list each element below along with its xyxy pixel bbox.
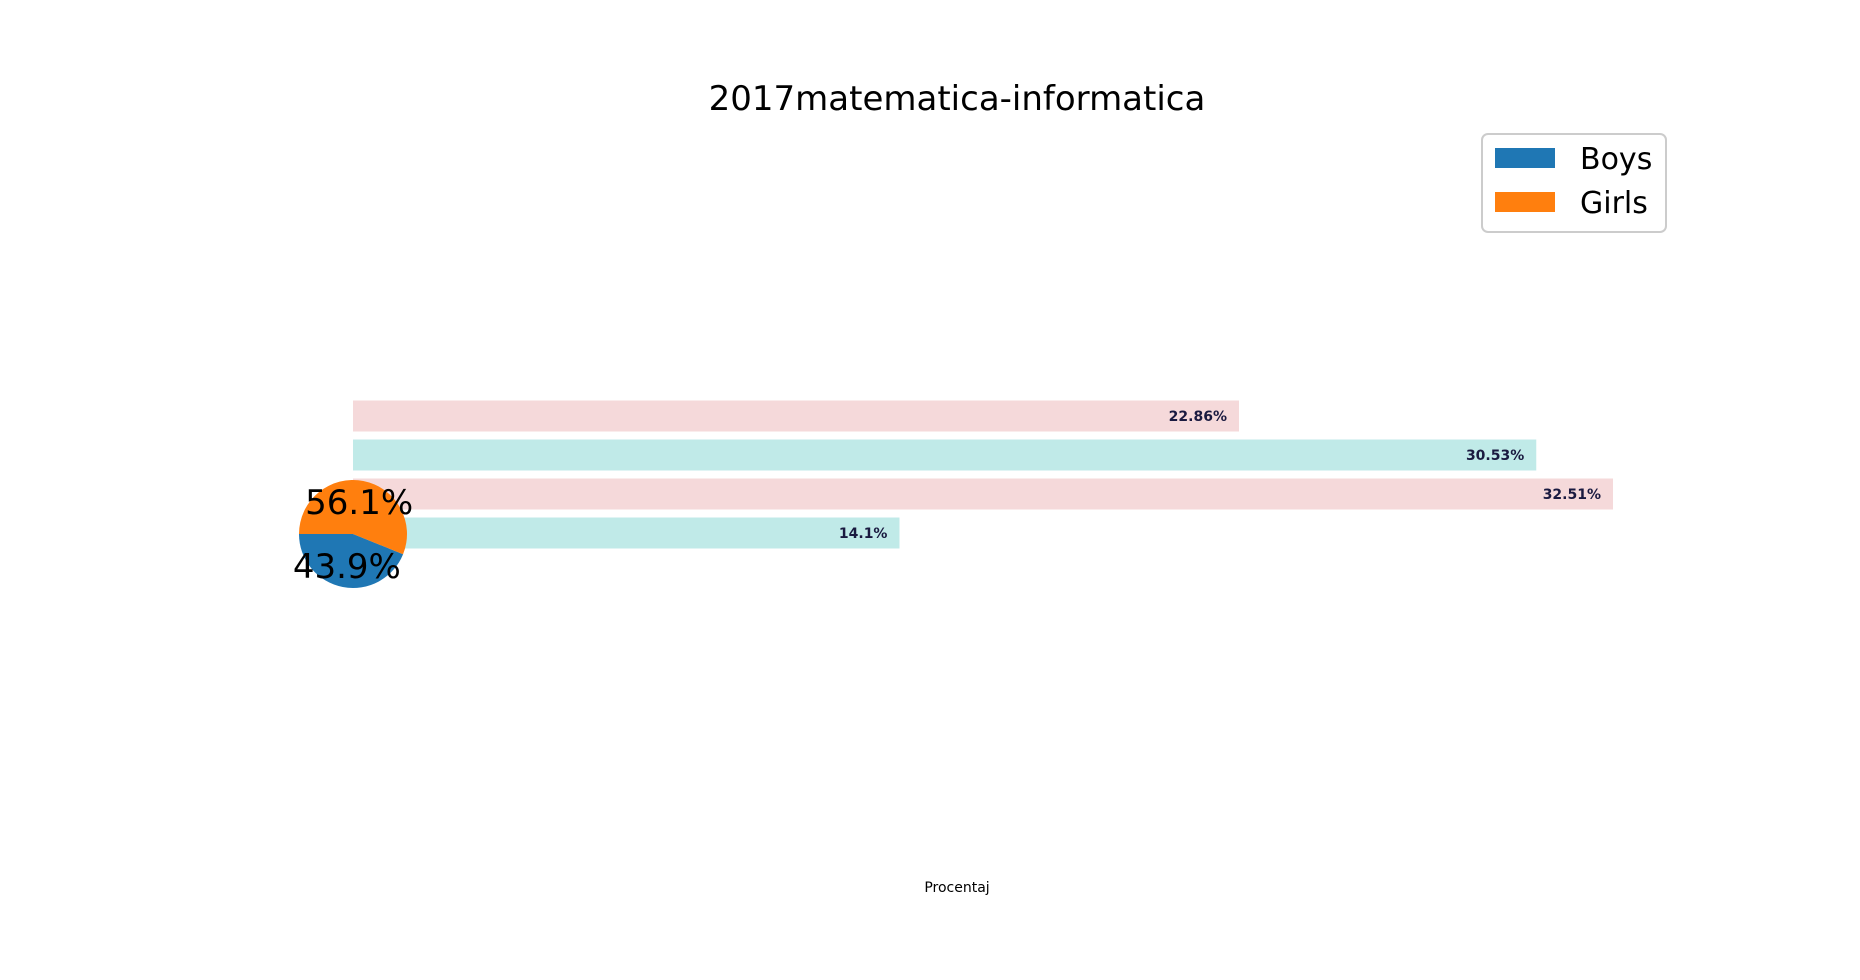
bar-value-label-3: 22.86% <box>1169 409 1227 425</box>
bar-3 <box>353 400 1239 432</box>
legend-swatch-girls <box>1495 192 1555 212</box>
bar-value-label-2: 30.53% <box>1466 448 1524 464</box>
legend-label-boys: Boys <box>1580 142 1652 177</box>
x-axis-label: Procentaj <box>924 880 989 896</box>
pie-group: 43.9% 56.1% <box>293 480 413 589</box>
pie-slice-0 <box>299 534 404 589</box>
bar-value-label-1: 32.51% <box>1543 487 1601 503</box>
legend-swatch-boys <box>1495 148 1555 168</box>
bars-group: 14.1% 32.51% 30.53% 22.86% <box>353 400 1613 549</box>
pie-slice-label-1: 56.1% <box>305 483 413 523</box>
bar-1 <box>353 478 1613 510</box>
chart-title: 2017matematica-informatica <box>709 79 1206 119</box>
bar-2 <box>353 439 1537 471</box>
pie-slice-label-0: 43.9% <box>293 547 401 587</box>
legend: Boys Girls <box>1481 133 1667 233</box>
legend-label-girls: Girls <box>1580 186 1648 221</box>
pie-slice-1 <box>299 480 407 555</box>
bar-0 <box>353 517 900 549</box>
bar-value-label-0: 14.1% <box>839 526 888 542</box>
